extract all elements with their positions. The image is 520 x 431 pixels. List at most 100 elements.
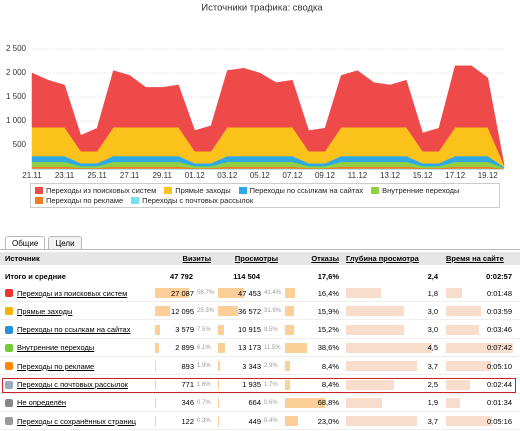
column-header: Источник [5,252,153,265]
metric-bar [446,380,470,390]
source-link[interactable]: Не определён [17,398,66,407]
x-tick-label: 21.11 [22,171,42,180]
metric-value: 36 572 [238,307,261,316]
legend-swatch [35,197,43,204]
legend-item: Переходы по ссылкам на сайтах [239,186,363,195]
source-cell: Прямые заходы [5,304,153,318]
row-line [0,393,520,394]
total-cell: 47 792 [155,269,215,283]
row-line [0,411,520,412]
metric-cell: 16,4% [285,286,343,300]
metric-value: 47 453 [238,289,261,298]
source-cell: Внутренние переходы [5,341,153,355]
share-bar [218,343,225,353]
x-tick-label: 17.12 [445,171,466,180]
total-cell: 17,6% [285,269,343,283]
legend-swatch [35,187,43,194]
column-header: Отказы [285,252,343,265]
y-tick-label: 2 500 [6,44,27,53]
metric-value: 346 [181,398,194,407]
metric-bar [346,325,404,335]
metric-cell: 0:01:34 [446,396,516,410]
metric-cell: 3,0 [346,323,442,337]
share-bar [155,306,170,316]
metric-share: 11.5% [264,345,282,351]
metric-bar [285,325,294,335]
metric-value: 3,7 [428,362,438,371]
metric-cell: 8,4% [285,359,343,373]
source-link[interactable]: Переходы по ссылкам на сайтах [17,325,130,334]
metric-value: 0:07:42 [487,343,512,352]
source-icon [5,344,13,352]
source-link[interactable]: Переходы с сохранённых страниц [17,417,136,426]
metric-bar [285,288,295,298]
metric-share: 9.5% [264,327,282,333]
metric-bar [346,361,417,371]
metric-bar [285,380,290,390]
metric-cell: 15,2% [285,323,343,337]
metric-cell: 0:05:10 [446,359,516,373]
metric-share: 6.1% [197,345,215,351]
metric-value: 771 [181,380,194,389]
metric-cell: 0:03:59 [446,304,516,318]
metric-cell: 3,7 [346,414,442,428]
legend-item: Переходы из поисковых систем [35,186,156,195]
tab[interactable]: Цели [48,236,81,250]
metric-cell: 0:05:16 [446,414,516,428]
metric-share: 31.9% [264,308,282,314]
metric-value: 8,4% [322,380,339,389]
metric-value: 1 935 [242,380,261,389]
tab[interactable]: Общие [5,236,45,250]
metric-bar [446,361,491,371]
source-cell: Переходы из поисковых систем [5,286,153,300]
metric-value: 893 [181,362,194,371]
y-tick-label: 2 000 [6,68,27,77]
metric-bar [446,306,481,316]
source-icon [5,307,13,315]
metric-share: 1.9% [197,363,215,369]
x-tick-label: 29.11 [152,171,172,180]
source-cell: Переходы с почтовых рассылок [5,378,153,392]
metric-cell: 0:02:44 [446,378,516,392]
metric-cell: 2,5 [346,378,442,392]
row-line [0,338,520,339]
metric-value: 15,9% [318,307,339,316]
x-tick-label: 13.12 [380,171,401,180]
legend-label: Переходы по рекламе [46,196,123,205]
source-link[interactable]: Переходы с почтовых рассылок [17,380,128,389]
metric-share: 0.7% [197,400,215,406]
metric-cell: 3,0 [346,304,442,318]
source-link[interactable]: Переходы по рекламе [17,362,94,371]
source-icon [5,417,13,425]
chart-title: Источники трафика: сводка [201,3,323,14]
metric-cell: 4,5 [346,341,442,355]
metric-value: 3 579 [175,325,194,334]
source-link[interactable]: Переходы из поисковых систем [17,289,127,298]
x-tick-label: 01.12 [185,171,206,180]
row-line [0,319,520,320]
source-link[interactable]: Внутренние переходы [17,343,94,352]
metric-value: 3,0 [428,307,438,316]
source-cell: Переходы с сохранённых страниц [5,414,153,428]
row-line [0,374,520,375]
metric-cell: 0:03:46 [446,323,516,337]
metric-value: 3,0 [428,325,438,334]
row-line [0,356,520,357]
metric-bar [346,288,381,298]
source-cell: Переходы по рекламе [5,359,153,373]
x-tick-label: 23.11 [55,171,75,180]
metric-value: 12 095 [171,307,194,316]
source-link[interactable]: Прямые заходы [17,307,72,316]
x-tick-label: 05.12 [250,171,271,180]
metric-cell: 0:01:48 [446,286,516,300]
metric-bar [446,288,462,298]
